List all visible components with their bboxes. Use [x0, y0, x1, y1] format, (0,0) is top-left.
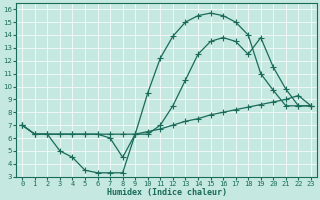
X-axis label: Humidex (Indice chaleur): Humidex (Indice chaleur) — [107, 188, 227, 197]
